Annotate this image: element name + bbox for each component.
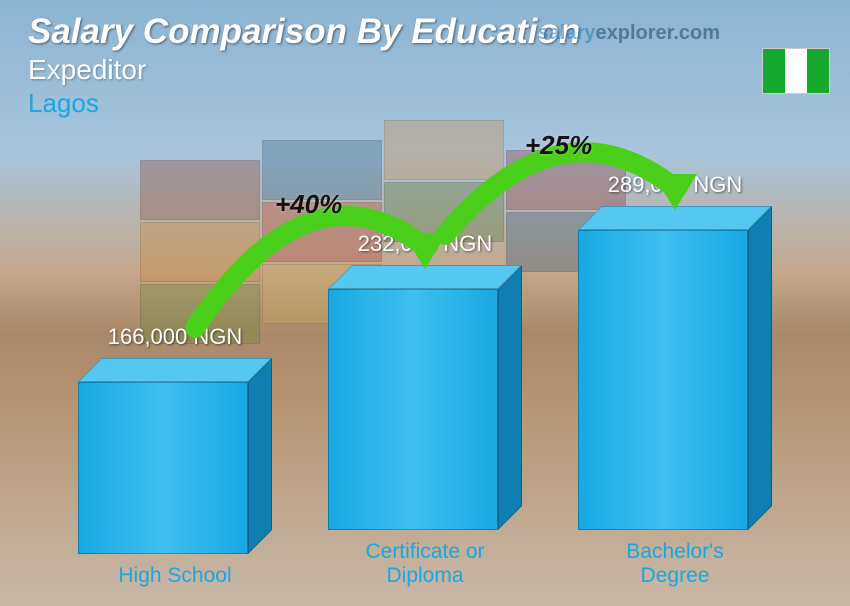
increase-arrow <box>40 88 840 588</box>
percent-increase: +25% <box>525 130 592 161</box>
chart-subtitle: Expeditor <box>28 54 580 86</box>
watermark: salaryexplorer.com <box>538 22 720 45</box>
bar-chart: 166,000 NGNHigh School232,000 NGNCertifi… <box>40 88 790 588</box>
chart-title: Salary Comparison By Education <box>28 12 580 52</box>
